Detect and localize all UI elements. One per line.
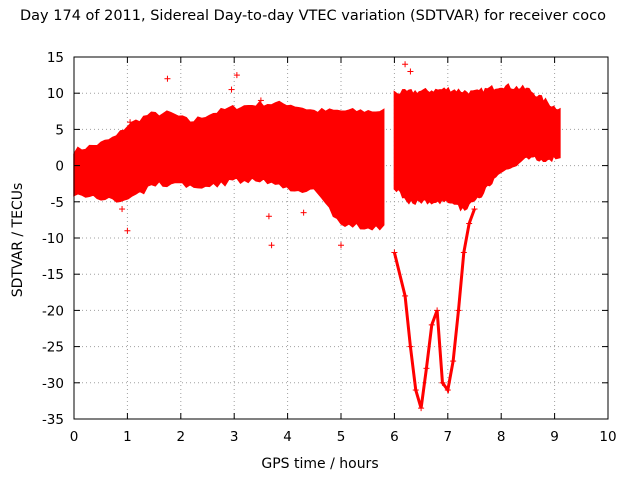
y-tick-label: -5 (51, 195, 64, 211)
dip-point (407, 343, 414, 350)
outlier-point (265, 213, 272, 220)
x-tick-label: 8 (497, 429, 506, 445)
y-tick-label: -10 (42, 231, 64, 247)
x-tick-label: 1 (123, 429, 132, 445)
x-tick-label: 10 (599, 429, 616, 445)
outlier-point (124, 227, 131, 234)
x-tick-label: 2 (177, 429, 186, 445)
y-tick-label: -35 (42, 412, 64, 428)
dip-point (402, 292, 409, 299)
dip-point (455, 307, 462, 314)
x-tick-label: 9 (550, 429, 559, 445)
outlier-point (119, 206, 126, 213)
outlier-point (300, 209, 307, 216)
x-tick-label: 3 (230, 429, 239, 445)
outlier-point (530, 93, 537, 100)
dip-point (466, 220, 473, 227)
outlier-point (164, 75, 171, 82)
x-tick-label: 6 (390, 429, 399, 445)
outlier-point (338, 242, 344, 249)
outlier-point (257, 97, 264, 104)
x-axis-label: GPS time / hours (261, 456, 379, 472)
dip-point (460, 249, 467, 256)
x-tick-label: 0 (70, 429, 79, 445)
x-tick-label: 5 (337, 429, 346, 445)
outlier-point (268, 242, 275, 249)
outlier-point (228, 86, 235, 93)
outlier-point (233, 72, 240, 79)
dip-point (418, 405, 425, 412)
dip-point (439, 379, 446, 386)
dip-point (471, 206, 478, 213)
dip-point (444, 387, 451, 394)
dip-point (434, 307, 441, 314)
y-tick-label: 15 (47, 50, 64, 66)
dip-point (391, 249, 398, 256)
outlier-point (407, 68, 414, 75)
y-tick-label: -25 (42, 340, 64, 356)
y-tick-label: -30 (42, 376, 64, 392)
x-tick-label: 7 (444, 429, 453, 445)
data-band (73, 100, 385, 231)
y-tick-label: -15 (42, 267, 64, 283)
dip-point (423, 365, 430, 372)
x-tick-label: 4 (283, 429, 292, 445)
y-tick-label: 5 (55, 122, 64, 138)
outlier-point (402, 61, 409, 68)
dip-point (450, 358, 457, 365)
data-band (393, 83, 561, 212)
y-tick-label: 10 (47, 86, 64, 102)
plot-frame (73, 56, 609, 420)
y-tick-label: 0 (55, 159, 64, 175)
y-tick-label: -20 (42, 303, 64, 319)
y-axis-label: SDTVAR / TECUs (10, 182, 26, 298)
dip-point (412, 387, 419, 394)
chart-title: Day 174 of 2011, Sidereal Day-to-day VTE… (20, 8, 606, 24)
outlier-point (127, 119, 134, 126)
dip-arc-line (392, 208, 476, 409)
dip-point (428, 321, 435, 328)
